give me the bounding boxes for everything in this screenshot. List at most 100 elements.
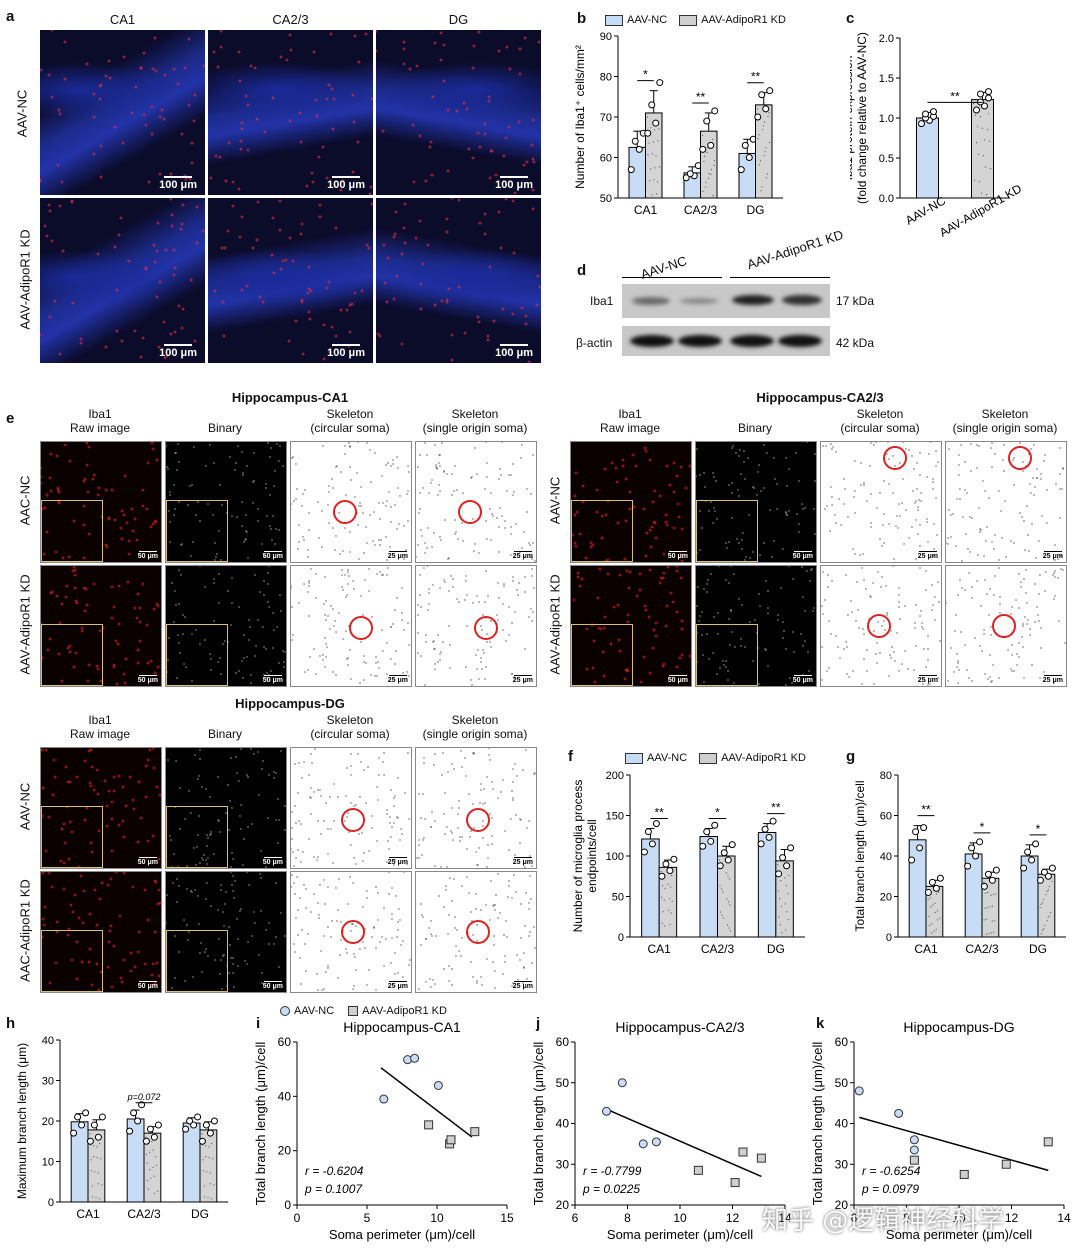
data-point <box>912 828 920 836</box>
row-label: AAV-NC <box>17 782 33 831</box>
p-value: p = 0.0225 <box>582 1182 640 1196</box>
bar-texture <box>655 155 657 157</box>
bar-texture <box>760 190 762 192</box>
bar-texture <box>209 1172 211 1174</box>
bar-texture <box>986 918 988 920</box>
bar-texture <box>658 166 661 168</box>
bar-texture <box>209 1183 211 1185</box>
soma-circle <box>883 446 907 470</box>
bar-texture <box>710 168 713 171</box>
bar-texture <box>703 160 705 162</box>
bar-texture <box>721 914 723 916</box>
panel-label-d: d <box>577 262 587 279</box>
panel-label-h: h <box>6 1015 16 1032</box>
bar-texture <box>149 1169 151 1171</box>
bar-texture <box>650 127 652 129</box>
morph-tile: 50 μm <box>570 565 692 687</box>
section-title-ca23: Hippocampus-CA2/3 <box>756 390 884 405</box>
y-tick-label: 50 <box>600 193 612 205</box>
x-tick-label: 0 <box>294 1211 301 1225</box>
bar-texture <box>713 160 716 162</box>
y-tick-label: 70 <box>600 112 612 124</box>
data-point <box>711 821 719 829</box>
x-tick-label: 6 <box>851 1211 858 1225</box>
data-point-nc <box>909 1145 919 1155</box>
bar-texture <box>768 112 770 114</box>
col-header: Iba1 Raw image <box>69 407 131 435</box>
regression-line <box>606 1108 762 1178</box>
bar-texture <box>1045 894 1047 896</box>
data-point <box>968 844 976 852</box>
morph-tile: 50 μm <box>40 871 162 993</box>
data-point-nc <box>617 1078 627 1088</box>
legend-swatch-nc <box>605 14 623 26</box>
bar-texture <box>145 1136 147 1138</box>
data-point <box>766 87 774 95</box>
col-label-dg: DG <box>448 12 469 27</box>
data-point-kd <box>424 1120 434 1130</box>
bar-texture <box>1048 885 1050 888</box>
bar-texture <box>89 1133 91 1135</box>
y-tick-label: 0 <box>284 1198 291 1212</box>
row-label: AAV-AdipoR1 KD <box>17 574 33 675</box>
bar-texture <box>152 1149 154 1151</box>
bar-texture <box>718 859 721 861</box>
scale-bar: 25 μm <box>918 551 938 560</box>
x-tick-label: 14 <box>778 1211 792 1225</box>
bar-texture <box>983 881 985 883</box>
bar-texture <box>937 919 939 921</box>
chart-c: 0.0 0.5 1.0 1.5 2.0 Iba1 protein expression (f… <box>850 32 1024 240</box>
bar-texture <box>713 164 715 166</box>
x-tick-label: 8 <box>624 1211 631 1225</box>
micrograph-0-0: 100 μm <box>40 30 205 195</box>
data-point <box>916 844 924 852</box>
data-point <box>932 884 940 892</box>
data-point <box>984 870 992 878</box>
bar-texture <box>986 129 989 131</box>
chart-j: Hippocampus-CA2/3 20 30 40 50 60 6 8 10 12 14 Soma … <box>533 1019 792 1242</box>
bar-texture <box>96 1146 98 1148</box>
data-point <box>98 1113 106 1121</box>
data-point <box>924 888 932 896</box>
data-point <box>1020 864 1028 872</box>
bar-texture <box>94 1171 96 1173</box>
bar-texture <box>991 920 993 922</box>
bar-texture <box>784 903 786 905</box>
bar-texture <box>767 115 769 118</box>
bar-texture <box>711 138 714 140</box>
y-tick-label: 50 <box>612 892 624 904</box>
p-value: p = 0.1007 <box>304 1182 363 1196</box>
bar-texture <box>762 125 765 127</box>
p-note: p=0.072 <box>127 1092 161 1102</box>
bar-texture <box>765 177 768 179</box>
bar-texture <box>975 142 978 144</box>
wb-group-kd: AAV-AdipoR1 KD <box>745 226 846 273</box>
bar-texture <box>646 116 649 118</box>
scale-bar: 100 μm <box>327 344 365 359</box>
bar-texture <box>984 907 986 909</box>
bar-texture <box>992 893 994 896</box>
bar-texture <box>934 902 936 904</box>
x-tick-label: CA2/3 <box>965 942 999 956</box>
x-tick-label: CA1 <box>647 942 671 956</box>
scale-bar: 50 μm <box>793 675 813 684</box>
bar-texture <box>972 103 975 105</box>
bar-texture <box>939 917 941 919</box>
bar-texture <box>705 181 707 184</box>
bar-texture <box>155 1156 157 1158</box>
data-point <box>762 105 770 113</box>
band-label-actin: β-actin <box>576 336 613 350</box>
scale-bar: 100 μm <box>159 176 197 191</box>
scale-bar: 100 μm <box>327 176 365 191</box>
data-point <box>936 874 944 882</box>
data-point <box>648 840 656 848</box>
y-tick-label: 60 <box>278 1035 292 1049</box>
bar-texture <box>984 892 986 894</box>
data-point <box>78 1121 86 1129</box>
bar-texture <box>701 134 704 136</box>
bar-texture <box>991 905 993 907</box>
data-point <box>707 837 715 845</box>
col-header: Skeleton (circular soma) <box>840 407 920 435</box>
bar-texture <box>1047 889 1049 891</box>
chart-title: Hippocampus-DG <box>903 1019 1014 1035</box>
